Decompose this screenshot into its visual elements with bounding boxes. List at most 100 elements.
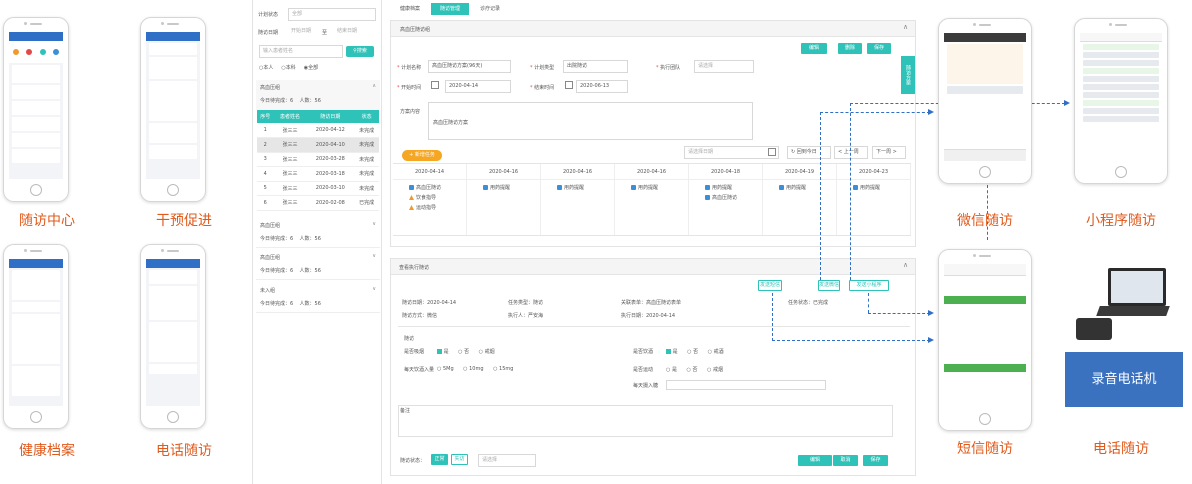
table-row[interactable]: 2 张三三 2020-04-10 未完成 xyxy=(257,137,379,153)
drink-amount-options[interactable]: ○ 5Mg ○ 10mg ○ 15mg xyxy=(437,366,514,372)
phone-miniprogram xyxy=(1074,18,1168,184)
side-tab-plan[interactable]: 随访方案 xyxy=(901,56,915,94)
prev-week-button[interactable]: < 上一周 xyxy=(834,146,868,159)
desk-phone-illustration xyxy=(1076,318,1112,340)
date-picker-input[interactable]: 请选择日期 xyxy=(684,146,779,159)
connector-wechat-v xyxy=(987,185,988,240)
exercise-options[interactable]: ○ 是 ○ 否 ○ 戒烟 xyxy=(666,367,723,373)
chevron-up-icon[interactable]: ∧ xyxy=(372,83,376,89)
table-cell: 1 xyxy=(257,123,274,138)
timeline-task[interactable]: 用药提醒 xyxy=(557,184,614,191)
plan-group[interactable]: 高血压组 今日待完成：6 人数：56 ∨ xyxy=(256,250,380,280)
plan-type-select[interactable]: 出院随访 xyxy=(563,60,628,73)
timeline-task[interactable]: 用药提醒 xyxy=(631,184,688,191)
calendar-icon[interactable] xyxy=(768,148,776,156)
timeline-task[interactable]: 饮食指导 xyxy=(409,194,466,201)
timeline-task[interactable]: 用药提醒 xyxy=(705,184,762,191)
smoke-no: 否 xyxy=(464,349,470,355)
date-end-input[interactable]: 结束日期 xyxy=(334,26,376,39)
table-cell: 已完成 xyxy=(354,195,379,211)
timeline-date: 2020-04-14 xyxy=(393,164,466,180)
timeline-task[interactable]: 用药提醒 xyxy=(779,184,836,191)
plan-name-input[interactable]: 高血压随访方案(96天) xyxy=(428,60,511,73)
plan-status-select[interactable]: 全部 xyxy=(288,8,376,21)
radio-self[interactable]: ○本人 xyxy=(259,65,274,71)
send-wechat-button[interactable]: 发送微信 xyxy=(818,280,840,291)
exec-edit-button[interactable]: 编辑 xyxy=(798,455,832,466)
content-textarea[interactable]: 高血压随访方案 xyxy=(428,102,753,140)
caption-followup-center: 随访中心 xyxy=(19,213,75,229)
drink-no: 否 xyxy=(693,349,699,355)
add-task-button[interactable]: + 新增任务 xyxy=(402,150,442,161)
radio-dept[interactable]: ○本科 xyxy=(281,65,296,71)
chevron-down-icon[interactable]: ∨ xyxy=(372,253,376,259)
search-button[interactable]: ⚲搜索 xyxy=(346,46,374,57)
table-cell: 2020-04-12 xyxy=(306,123,355,138)
timeline-day[interactable]: 2020-04-16 用药提醒 xyxy=(615,164,689,235)
plan-group[interactable]: 高血压组 今日待完成：6 人数：56 ∧ xyxy=(256,80,380,110)
timeline-task[interactable]: 高血压随访 xyxy=(409,184,466,191)
remark-textarea[interactable] xyxy=(398,405,893,437)
smoke-quit: 戒烟 xyxy=(484,349,495,355)
smoke-options[interactable]: 是 ○ 否 ○ 戒烟 xyxy=(437,348,495,355)
chevron-up-icon[interactable]: ∧ xyxy=(903,23,909,31)
tab-records[interactable]: 诊疗记录 xyxy=(479,6,500,12)
chevron-down-icon[interactable]: ∨ xyxy=(372,286,376,292)
timeline-task[interactable]: 高血压随访 xyxy=(705,194,762,201)
opt-10mg: 10mg xyxy=(469,366,484,372)
plan-group-name: 高血压组 xyxy=(260,255,281,261)
table-cell: 张三三 xyxy=(273,123,307,138)
plan-save-button[interactable]: 保存 xyxy=(867,43,891,54)
chevron-up-icon[interactable]: ∧ xyxy=(903,261,909,269)
chevron-down-icon[interactable]: ∨ xyxy=(372,221,376,227)
date-start-input[interactable]: 开始日期 xyxy=(288,26,328,39)
table-row[interactable]: 1 张三三 2020-04-12 未完成 xyxy=(257,123,379,138)
status-lost-button[interactable]: 失访 xyxy=(451,454,468,465)
exec-executor: 执行人：严安海 xyxy=(508,313,544,319)
status-normal-button[interactable]: 正常 xyxy=(431,454,448,465)
timeline-task-label: 高血压随访 xyxy=(416,185,442,191)
table-row[interactable]: 4 张三三 2020-03-18 未完成 xyxy=(257,166,379,182)
send-sms-button[interactable]: 发送短信 xyxy=(758,280,782,291)
search-input[interactable]: 输入患者姓名 xyxy=(259,45,343,58)
timeline-task[interactable]: 用药提醒 xyxy=(483,184,540,191)
timeline-day[interactable]: 2020-04-23 用药提醒 xyxy=(837,164,911,235)
timeline-day[interactable]: 2020-04-18 用药提醒 高血压随访 xyxy=(689,164,763,235)
timeline-task[interactable]: 用药提醒 xyxy=(853,184,910,191)
timeline-day[interactable]: 2020-04-14 高血压随访饮食指导运动指导 xyxy=(393,164,467,235)
tab-health-record[interactable]: 健康档案 xyxy=(399,6,420,12)
radio-self-label: 本人 xyxy=(263,65,274,71)
end-date-input[interactable]: 2020-06-13 xyxy=(576,80,628,93)
status-select[interactable]: 请选择 xyxy=(478,454,536,467)
send-miniprogram-button[interactable]: 发送小程序 xyxy=(849,280,889,291)
start-date-input[interactable]: 2020-04-14 xyxy=(445,80,511,93)
drink-options[interactable]: 是 ○ 否 ○ 戒酒 xyxy=(666,348,724,355)
table-header-cell: 序号 xyxy=(260,114,271,120)
exec-save-button[interactable]: 保存 xyxy=(863,455,888,466)
table-cell: 4 xyxy=(257,166,274,182)
back-today-button[interactable]: ↻ 回到今日 xyxy=(787,146,831,159)
timeline-day[interactable]: 2020-04-16 用药提醒 xyxy=(541,164,615,235)
team-select[interactable]: 请选择 xyxy=(694,60,754,73)
plan-edit-button[interactable]: 编辑 xyxy=(801,43,827,54)
radio-all[interactable]: ◉全部 xyxy=(303,65,319,71)
timeline-day[interactable]: 2020-04-19 用药提醒 xyxy=(763,164,837,235)
tab-followup[interactable]: 随访管理 xyxy=(431,3,469,15)
table-header-cell: 患者姓名 xyxy=(279,114,300,120)
plan-group-count: 人数：56 xyxy=(299,98,321,104)
plan-delete-button[interactable]: 删除 xyxy=(838,43,862,54)
table-row[interactable]: 3 张三三 2020-03-28 未完成 xyxy=(257,152,379,167)
exec-cancel-button[interactable]: 取消 xyxy=(833,455,858,466)
table-cell: 张三三 xyxy=(273,166,307,182)
task-icon xyxy=(705,195,710,200)
table-row[interactable]: 5 张三三 2020-03-10 未完成 xyxy=(257,181,379,196)
sugar-input[interactable] xyxy=(666,380,826,390)
arrow-right-icon xyxy=(1064,100,1070,106)
timeline-day[interactable]: 2020-04-16 用药提醒 xyxy=(467,164,541,235)
timeline-task[interactable]: 运动指导 xyxy=(409,204,466,211)
drink-quit: 戒酒 xyxy=(713,349,724,355)
plan-group[interactable]: 高血压组 今日待完成：6 人数：56 ∨ xyxy=(256,218,380,248)
next-week-button[interactable]: 下一周 > xyxy=(872,146,906,159)
table-row[interactable]: 6 张三三 2020-02-08 已完成 xyxy=(257,195,379,211)
plan-group[interactable]: 未入组 今日待完成：6 人数：56 ∨ xyxy=(256,283,380,313)
